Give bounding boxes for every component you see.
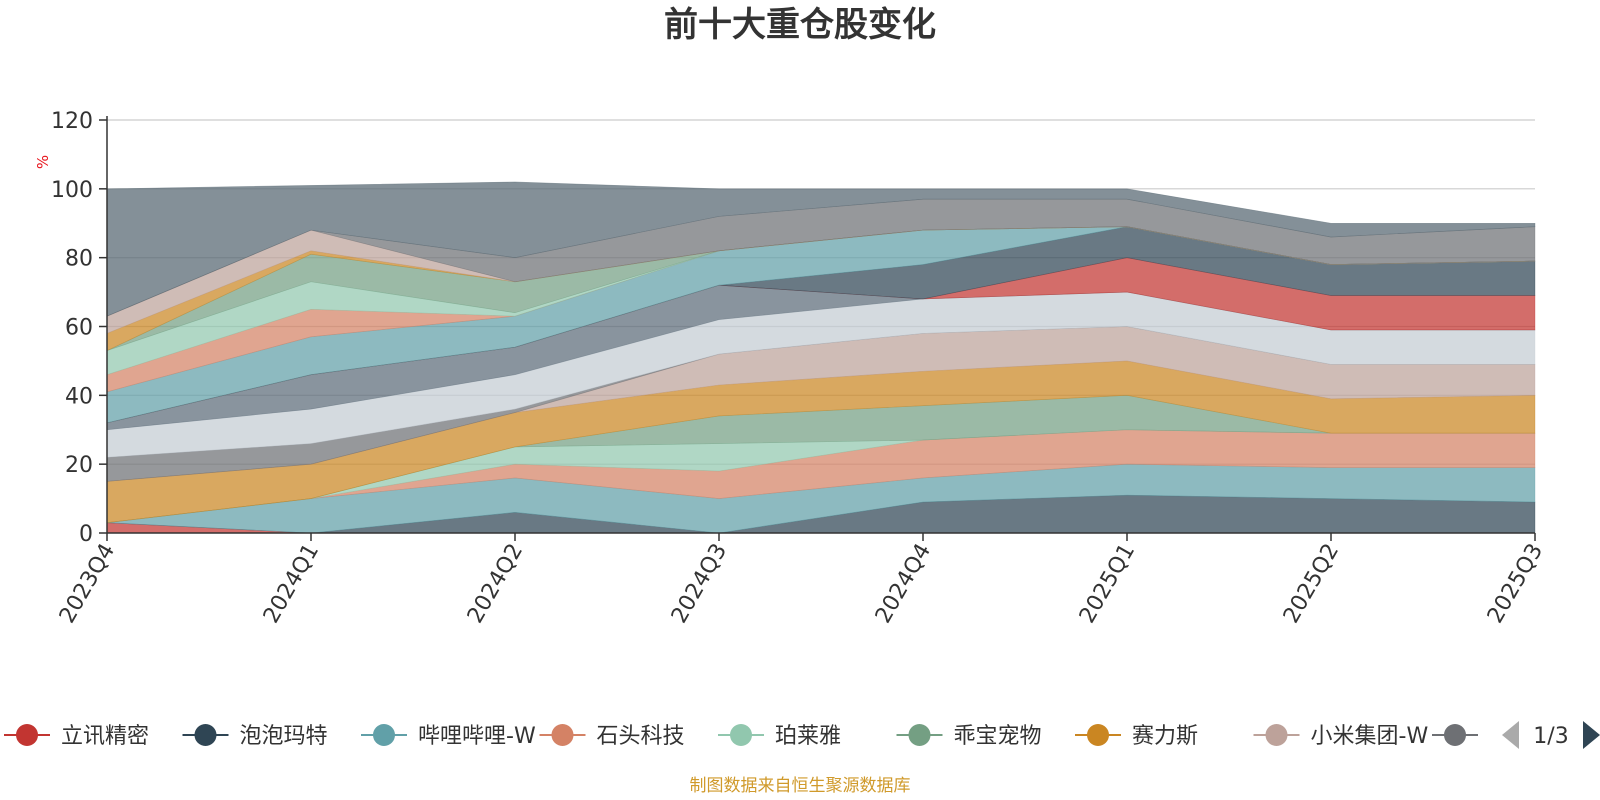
y-tick-label: 20	[65, 453, 93, 478]
legend-item[interactable]: 珀莱雅	[718, 724, 841, 749]
legend-item[interactable]: 立讯精密	[4, 724, 149, 749]
y-axis-unit: %	[34, 155, 52, 169]
legend-label: 立讯精密	[61, 724, 149, 749]
legend[interactable]: 立讯精密 泡泡玛特 哔哩哔哩-W 石头科技 珀莱雅 乖宝宠物 赛力斯 小米集团-W 1/3	[4, 721, 1600, 749]
legend-marker	[373, 724, 395, 746]
legend-item[interactable]: 小米集团-W	[1253, 724, 1429, 749]
y-tick-label: 100	[51, 178, 93, 203]
y-tick-label: 40	[65, 384, 93, 409]
legend-item[interactable]: 泡泡玛特	[182, 724, 328, 749]
legend-label: 珀莱雅	[775, 724, 841, 749]
legend-marker	[16, 724, 38, 746]
legend-marker	[194, 724, 217, 746]
area-series-21	[106, 181, 1536, 317]
y-tick-label: 0	[79, 522, 93, 547]
legend-marker	[551, 724, 574, 746]
legend-label: 小米集团-W	[1311, 724, 1429, 749]
y-tick-label: 80	[65, 247, 93, 272]
legend-label: 赛力斯	[1132, 724, 1198, 749]
legend-marker	[730, 724, 752, 746]
legend-item[interactable]: 石头科技	[539, 724, 685, 749]
legend-item[interactable]: 乖宝宠物	[896, 724, 1042, 749]
legend-next-page-icon[interactable]	[1583, 721, 1600, 749]
legend-label: 泡泡玛特	[240, 724, 328, 749]
legend-item[interactable]	[1432, 724, 1478, 746]
legend-label: 石头科技	[597, 724, 685, 749]
legend-label: 乖宝宠物	[954, 724, 1042, 749]
legend-item[interactable]: 哔哩哔哩-W	[361, 724, 536, 749]
legend-marker	[1444, 724, 1466, 746]
y-tick-label: 120	[51, 109, 93, 134]
area-series	[106, 181, 1536, 534]
legend-label: 哔哩哔哩-W	[418, 724, 536, 749]
legend-marker	[1265, 724, 1288, 746]
y-tick-label: 60	[65, 316, 93, 341]
legend-item[interactable]: 赛力斯	[1075, 724, 1198, 749]
legend-prev-page-icon[interactable]	[1502, 721, 1519, 749]
legend-marker	[908, 724, 931, 746]
data-source-note: 制图数据来自恒生聚源数据库	[690, 776, 911, 796]
legend-page-indicator: 1/3	[1533, 724, 1568, 749]
chart-title: 前十大重仓股变化	[664, 5, 936, 45]
legend-marker	[1087, 724, 1109, 746]
